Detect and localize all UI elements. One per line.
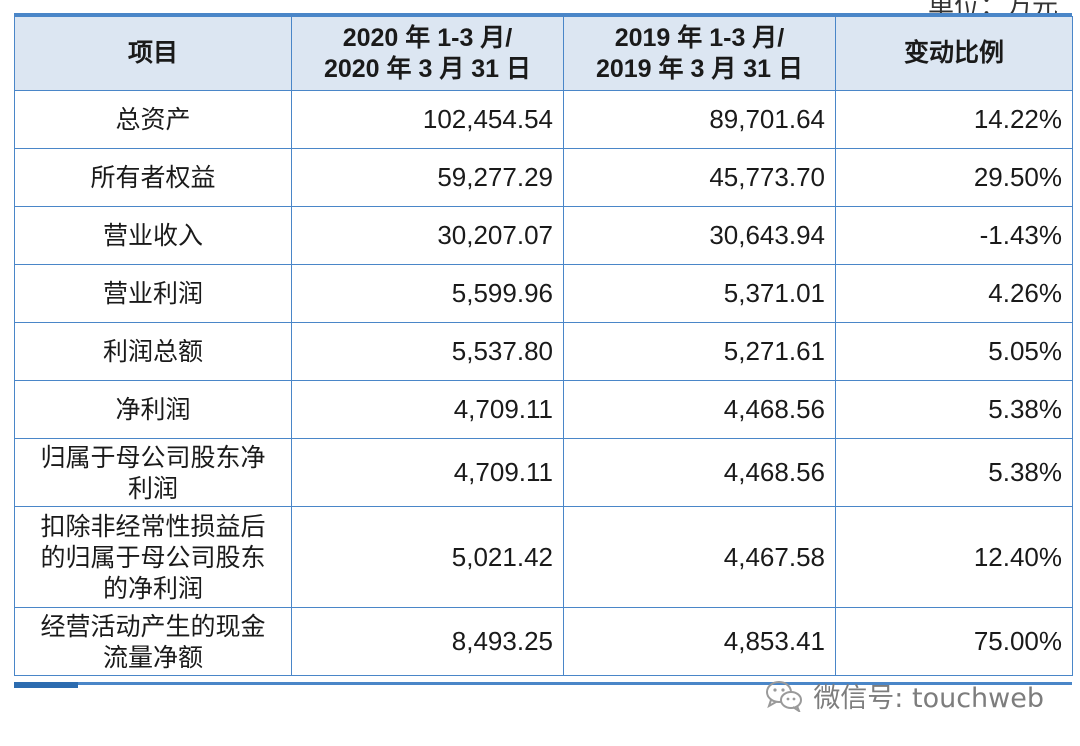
header-2020: 2020 年 1-3 月/ 2020 年 3 月 31 日	[291, 16, 564, 91]
row-item: 归属于母公司股东净 利润	[14, 438, 292, 507]
row-value-2019: 89,701.64	[563, 90, 836, 149]
row-item: 扣除非经常性损益后 的归属于母公司股东 的净利润	[14, 506, 292, 608]
table-top-rule	[14, 13, 1072, 16]
row-change: 12.40%	[835, 506, 1073, 608]
table-row: 总资产 102,454.54 89,701.64 14.22%	[14, 90, 1073, 149]
watermark-text: 微信号: touchweb	[813, 683, 1044, 714]
row-change: 5.38%	[835, 438, 1073, 507]
row-item: 营业收入	[14, 206, 292, 265]
row-value-2020: 5,021.42	[291, 506, 564, 608]
table-bottom-accent	[14, 682, 78, 688]
financial-summary-table: 项目 2020 年 1-3 月/ 2020 年 3 月 31 日 2019 年 …	[14, 16, 1073, 676]
table-row: 所有者权益 59,277.29 45,773.70 29.50%	[14, 148, 1073, 207]
row-value-2020: 59,277.29	[291, 148, 564, 207]
row-change: 75.00%	[835, 607, 1073, 676]
table-row: 归属于母公司股东净 利润 4,709.11 4,468.56 5.38%	[14, 438, 1073, 507]
table-row: 净利润 4,709.11 4,468.56 5.38%	[14, 380, 1073, 439]
row-change: -1.43%	[835, 206, 1073, 265]
row-value-2020: 5,599.96	[291, 264, 564, 323]
row-value-2020: 8,493.25	[291, 607, 564, 676]
row-change: 5.38%	[835, 380, 1073, 439]
row-value-2020: 4,709.11	[291, 438, 564, 507]
wechat-icon	[765, 680, 803, 714]
row-item: 净利润	[14, 380, 292, 439]
table-row: 利润总额 5,537.80 5,271.61 5.05%	[14, 322, 1073, 381]
header-change: 变动比例	[835, 16, 1073, 91]
row-item: 经营活动产生的现金 流量净额	[14, 607, 292, 676]
table-bottom-rule	[14, 682, 1072, 685]
row-value-2019: 4,853.41	[563, 607, 836, 676]
row-change: 5.05%	[835, 322, 1073, 381]
row-value-2019: 4,468.56	[563, 438, 836, 507]
row-item: 利润总额	[14, 322, 292, 381]
table-row: 经营活动产生的现金 流量净额 8,493.25 4,853.41 75.00%	[14, 607, 1073, 676]
row-value-2020: 5,537.80	[291, 322, 564, 381]
row-value-2020: 4,709.11	[291, 380, 564, 439]
row-item: 营业利润	[14, 264, 292, 323]
row-value-2019: 5,371.01	[563, 264, 836, 323]
row-change: 14.22%	[835, 90, 1073, 149]
row-value-2019: 4,468.56	[563, 380, 836, 439]
row-item: 所有者权益	[14, 148, 292, 207]
table-row: 营业收入 30,207.07 30,643.94 -1.43%	[14, 206, 1073, 265]
row-value-2019: 45,773.70	[563, 148, 836, 207]
table-header-row: 项目 2020 年 1-3 月/ 2020 年 3 月 31 日 2019 年 …	[14, 16, 1073, 91]
row-value-2020: 102,454.54	[291, 90, 564, 149]
row-change: 4.26%	[835, 264, 1073, 323]
row-value-2020: 30,207.07	[291, 206, 564, 265]
financial-table-container: 项目 2020 年 1-3 月/ 2020 年 3 月 31 日 2019 年 …	[14, 13, 1073, 676]
row-item: 总资产	[14, 90, 292, 149]
row-value-2019: 4,467.58	[563, 506, 836, 608]
table-row: 扣除非经常性损益后 的归属于母公司股东 的净利润 5,021.42 4,467.…	[14, 506, 1073, 608]
header-item: 项目	[14, 16, 292, 91]
row-change: 29.50%	[835, 148, 1073, 207]
row-value-2019: 5,271.61	[563, 322, 836, 381]
header-2019: 2019 年 1-3 月/ 2019 年 3 月 31 日	[563, 16, 836, 91]
row-value-2019: 30,643.94	[563, 206, 836, 265]
table-row: 营业利润 5,599.96 5,371.01 4.26%	[14, 264, 1073, 323]
watermark: 微信号: touchweb	[765, 676, 1044, 715]
